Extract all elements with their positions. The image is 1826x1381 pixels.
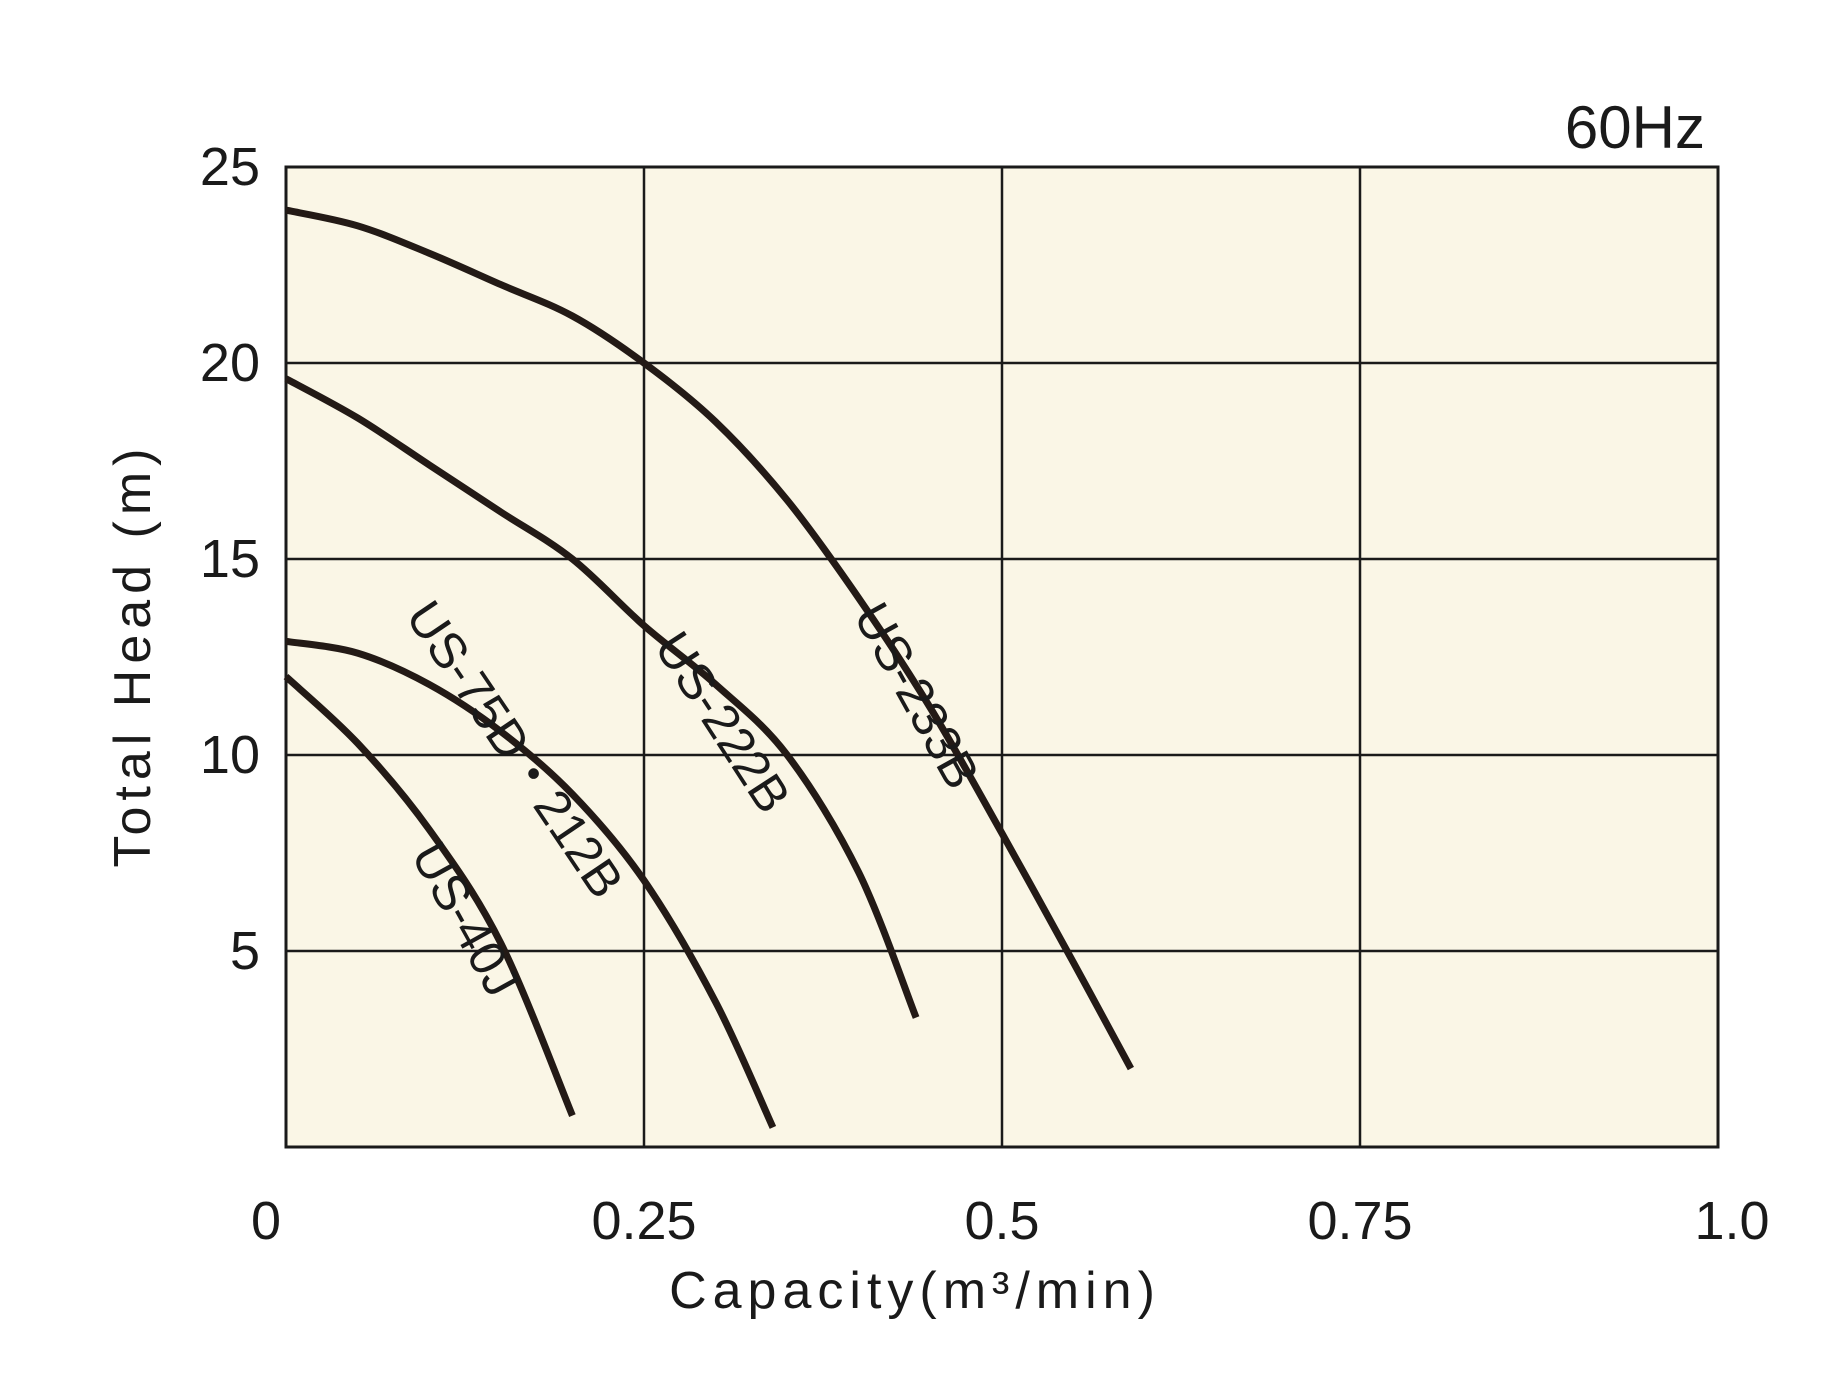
x-tick-label-0: 0 xyxy=(251,1191,281,1251)
x-tick-label-2: 0.5 xyxy=(964,1191,1039,1251)
x-tick-labels: 0 0.25 0.5 0.75 1.0 xyxy=(251,1191,1770,1251)
curve-us-40j xyxy=(283,674,576,1117)
grid-lines xyxy=(286,167,1718,1147)
curve-us-222b xyxy=(284,375,920,1019)
y-tick-label-0: 5 xyxy=(230,921,260,981)
plot-frame xyxy=(284,165,1720,1149)
y-tick-labels: 5 10 15 20 25 xyxy=(200,137,260,981)
x-axis-title: Capacity(m³/min) xyxy=(669,1262,1161,1320)
y-tick-label-2: 15 xyxy=(200,529,260,589)
x-tick-label-4: 1.0 xyxy=(1694,1191,1769,1251)
curve-us-75d-212b xyxy=(285,637,777,1129)
y-tick-label-4: 25 xyxy=(200,137,260,197)
curve-us-233b xyxy=(285,206,1134,1071)
y-axis-title: Total Head (m) xyxy=(104,443,162,868)
x-tick-label-1: 0.25 xyxy=(591,1191,696,1251)
frequency-label: 60Hz xyxy=(1565,94,1705,161)
y-tick-label-1: 10 xyxy=(200,725,260,785)
y-tick-label-3: 20 xyxy=(200,333,260,393)
x-tick-label-3: 0.75 xyxy=(1307,1191,1412,1251)
performance-curves xyxy=(283,206,1134,1129)
